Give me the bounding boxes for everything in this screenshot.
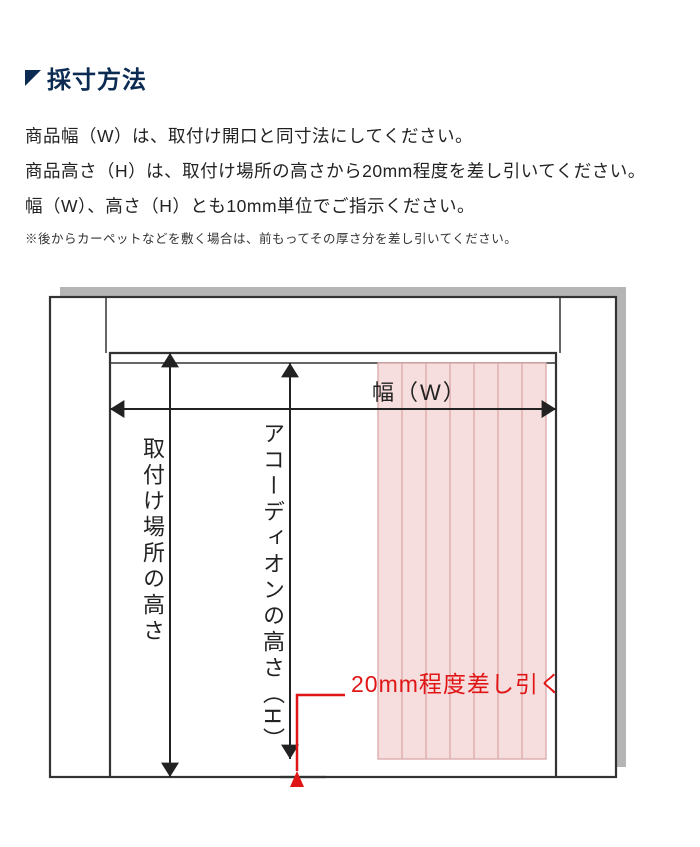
subtract-label: 20mm程度差し引く (351, 665, 563, 699)
body-line-3: 幅（W）、高さ（H）とも10mm単位でご指示ください。 (25, 189, 675, 224)
page-title: 採寸方法 (47, 60, 147, 95)
triangle-icon (25, 70, 41, 86)
body-text: 商品幅（W）は、取付け開口と同寸法にしてください。 商品高さ（H）は、取付け場所… (25, 119, 675, 247)
body-line-1: 商品幅（W）は、取付け開口と同寸法にしてください。 (25, 119, 675, 154)
diagram-svg (40, 287, 640, 847)
note-text: ※後からカーペットなどを敷く場合は、前もってその厚さ分を差し引いてください。 (25, 228, 675, 247)
width-label: 幅（W） (372, 375, 467, 407)
measurement-diagram: 幅（W） 取付け場所の高さ アコーディオンの高さ（H） 20mm程度差し引く (40, 287, 640, 797)
mounting-height-label: 取付け場所の高さ (136, 437, 168, 645)
body-line-2: 商品高さ（H）は、取付け場所の高さから20mm程度を差し引いてください。 (25, 154, 675, 189)
accordion-height-label: アコーディオンの高さ（H） (256, 422, 288, 754)
title-row: 採寸方法 (25, 60, 675, 95)
